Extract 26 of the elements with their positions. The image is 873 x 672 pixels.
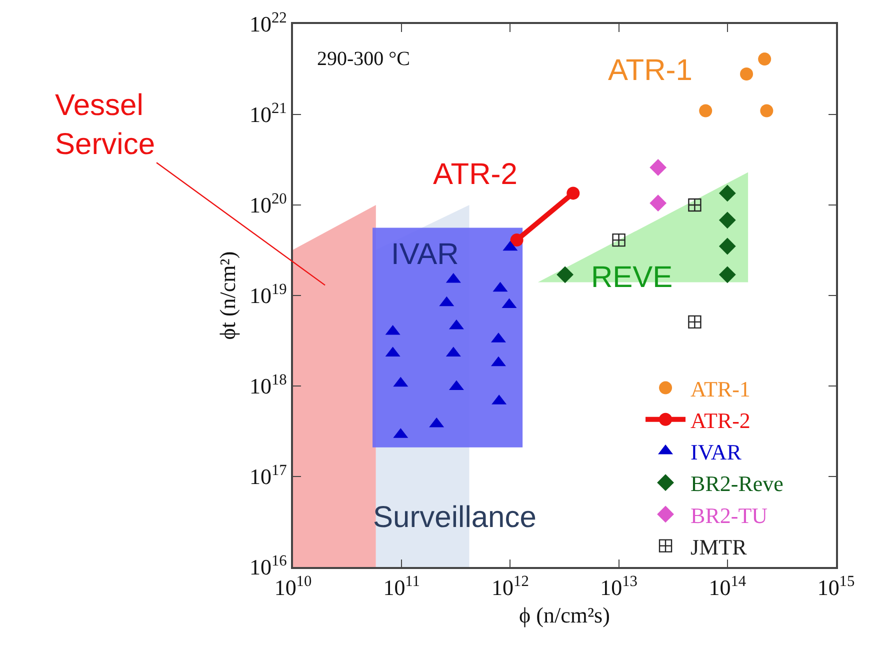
legend-label: BR2-Reve [690, 471, 784, 496]
x-axis-title: ϕ (n/cm²s) [519, 602, 610, 628]
annotation: ATR-1 [608, 54, 692, 87]
legend-label: IVAR [690, 440, 742, 465]
x-tick-label: 10$^{11}$ [383, 572, 420, 600]
legend-label: ATR-2 [690, 408, 750, 433]
y-tick-label: 10$^{18}$ [249, 371, 288, 399]
annotation: IVAR [391, 238, 459, 271]
y-axis-title: ϕt (n/cm²) [214, 251, 240, 340]
x-tick-label: 10$^{13}$ [600, 572, 638, 600]
y-tick-label: 10$^{21}$ [249, 100, 287, 128]
annotation: Surveillance [373, 501, 536, 534]
x-tick-label: 10$^{12}$ [492, 572, 529, 600]
x-tick-label: 10$^{15}$ [817, 572, 855, 600]
y-tick-label: 10$^{20}$ [249, 190, 288, 218]
legend-label: BR2-TU [690, 502, 768, 528]
annotation: ATR-2 [433, 158, 518, 191]
legend-label: JMTR [690, 534, 748, 560]
x-tick-label: 10$^{14}$ [708, 572, 746, 600]
y-tick-label: 10$^{17}$ [249, 462, 288, 490]
legend-label: ATR-1 [690, 376, 750, 402]
text: Vessel Service [55, 89, 156, 161]
annotation: REVE [591, 261, 673, 294]
y-tick-label: 10$^{22}$ [249, 9, 287, 37]
annotation: 290-300 °C [317, 48, 410, 70]
y-tick-label: 10$^{19}$ [249, 280, 288, 308]
